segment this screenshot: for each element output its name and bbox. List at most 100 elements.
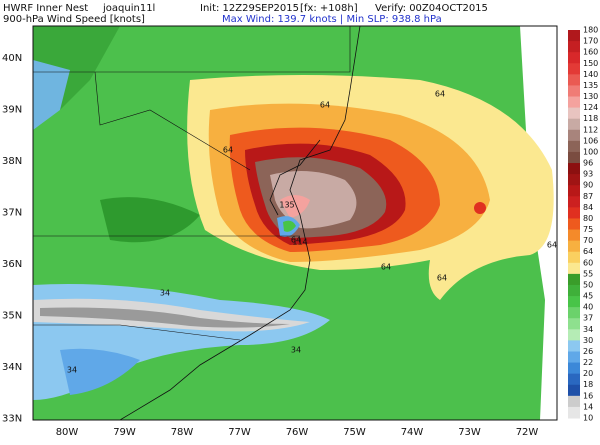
contour-label: 34 [67, 366, 77, 375]
colorbar-swatch [568, 307, 580, 319]
verify-time: Verify: 00Z04OCT2015 [375, 3, 488, 14]
colorbar-swatch [568, 41, 580, 53]
colorbar-label: 37 [583, 314, 593, 323]
colorbar-swatch [568, 118, 580, 131]
latitude-label: 40N [2, 53, 22, 64]
field-name: 900-hPa Wind Speed [knots] [3, 14, 145, 25]
colorbar-label: 18 [583, 380, 593, 389]
colorbar-swatch [568, 340, 580, 352]
longitude-label: 79W [113, 427, 136, 438]
longitude-label: 76W [286, 427, 309, 438]
latitude-label: 33N [2, 414, 22, 425]
colorbar-label: 60 [583, 258, 593, 267]
colorbar-label: 16 [583, 391, 593, 400]
colorbar-label: 80 [583, 214, 593, 223]
colorbar-label: 90 [583, 181, 593, 190]
contour-label: 34 [160, 289, 170, 298]
colorbar-label: 75 [583, 225, 593, 234]
colorbar-swatch [568, 329, 580, 341]
colorbar-label: 180 [583, 26, 598, 35]
latitude-label: 34N [2, 362, 22, 373]
contour-label: 64 [547, 241, 557, 250]
colorbar-label: 26 [583, 347, 593, 356]
colorbar-swatch [568, 284, 580, 297]
colorbar-swatch [568, 163, 580, 175]
storm-stats: Max Wind: 139.7 knots | Min SLP: 938.8 h… [222, 14, 442, 25]
colorbar-swatch [568, 129, 580, 142]
colorbar-swatch [568, 107, 580, 120]
colorbar-label: 22 [583, 358, 593, 367]
colorbar-swatch [568, 63, 580, 75]
colorbar-swatch [568, 151, 580, 164]
colorbar-swatch [568, 373, 580, 386]
contour-label: 114 [292, 238, 307, 247]
colorbar-label: 106 [583, 136, 598, 145]
contour-label: 64 [291, 236, 301, 245]
colorbar-label: 160 [583, 48, 598, 57]
longitude-label: 80W [56, 427, 79, 438]
colorbar-label: 140 [583, 70, 598, 79]
init-time: Init: 12Z29SEP2015 [200, 3, 299, 14]
colorbar-swatch [568, 229, 580, 242]
longitude-label: 74W [401, 427, 424, 438]
latitude-label: 39N [2, 105, 22, 116]
colorbar-label: 112 [583, 125, 598, 134]
colorbar-label: 34 [583, 325, 593, 334]
colorbar-swatch [568, 240, 580, 253]
colorbar-swatch [568, 207, 580, 219]
contour-label: 64 [320, 101, 330, 110]
colorbar-label: 93 [583, 170, 593, 179]
colorbar-swatch [568, 351, 580, 364]
longitude-label: 78W [171, 427, 194, 438]
colorbar-label: 170 [583, 37, 598, 46]
colorbar-swatch [568, 395, 580, 408]
colorbar-swatch [568, 262, 580, 275]
colorbar-swatch [568, 140, 580, 153]
colorbar-label: 130 [583, 92, 598, 101]
colorbar-label: 50 [583, 280, 593, 289]
contour-label: 64 [435, 90, 445, 99]
longitude-label: 72W [516, 427, 539, 438]
colorbar-label: 70 [583, 236, 593, 245]
colorbar-swatch [568, 296, 580, 308]
colorbar-label: 87 [583, 192, 593, 201]
colorbar-label: 10 [583, 414, 593, 423]
colorbar-swatch [568, 384, 580, 397]
colorbar-label: 135 [583, 81, 598, 90]
latitude-label: 38N [2, 156, 22, 167]
colorbar-label: 64 [583, 247, 593, 256]
contour-label: 135 [279, 201, 294, 210]
colorbar-label: 20 [583, 369, 593, 378]
colorbar-swatch [568, 74, 580, 86]
colorbar-swatch [568, 85, 580, 98]
contour-label: 34 [291, 346, 301, 355]
colorbar-label: 150 [583, 59, 598, 68]
colorbar-label: 30 [583, 336, 593, 345]
colorbar-swatch [568, 218, 580, 231]
colorbar-swatch [568, 30, 580, 42]
colorbar-label: 14 [583, 402, 593, 411]
colorbar-swatch [568, 318, 580, 330]
colorbar-label: 100 [583, 147, 598, 156]
storm-id: joaquin11l [102, 3, 155, 14]
contour-label: 64 [223, 146, 233, 155]
longitude-label: 73W [458, 427, 481, 438]
colorbar-label: 118 [583, 114, 598, 123]
colorbar-swatch [568, 196, 580, 208]
colorbar-swatch [568, 174, 580, 186]
colorbar-swatch [568, 52, 580, 64]
colorbar-label: 55 [583, 269, 593, 278]
colorbar-swatch [568, 406, 580, 419]
colorbar-label: 124 [583, 103, 598, 112]
colorbar-swatch [568, 185, 580, 197]
colorbar-label: 84 [583, 203, 593, 212]
forecast-hour: [fx: +108h] [300, 3, 358, 14]
latitude-label: 36N [2, 259, 22, 270]
longitude-label: 77W [228, 427, 251, 438]
colorbar-swatch [568, 273, 580, 286]
contour-label: 64 [437, 274, 447, 283]
colorbar-swatch [568, 251, 580, 264]
map-frame [32, 25, 558, 421]
colorbar-label: 40 [583, 303, 593, 312]
latitude-label: 35N [2, 311, 22, 322]
